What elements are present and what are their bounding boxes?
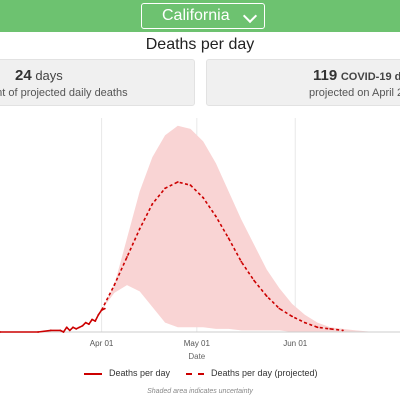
legend-item-projected[interactable]: Deaths per day (projected) bbox=[186, 368, 318, 378]
data-point-1-1 bbox=[113, 284, 116, 286]
data-point-0-12 bbox=[88, 323, 90, 326]
x-axis-title: Date bbox=[188, 352, 205, 361]
peak-deaths-panel: 119 COVID-19 d projected on April 24 bbox=[206, 59, 400, 106]
legend-swatch-dashed bbox=[186, 372, 204, 375]
data-point-0-2 bbox=[49, 329, 52, 332]
data-point-0-1 bbox=[37, 331, 39, 333]
peak-days-value: 24 days bbox=[15, 67, 63, 84]
series-line-projected bbox=[100, 181, 343, 332]
data-point-1-9 bbox=[215, 215, 217, 218]
legend-label-projected: Deaths per day (projected) bbox=[211, 368, 318, 378]
data-point-0-15 bbox=[97, 313, 100, 316]
data-point-1-2 bbox=[126, 256, 128, 258]
peak-days-unit: days bbox=[35, 68, 63, 83]
peak-deaths-caption: projected on April 24 bbox=[309, 87, 400, 99]
peak-days-number: 24 bbox=[15, 67, 32, 84]
deaths-per-day-chart: Apr 01 May 01 Jun 01 Date bbox=[0, 118, 400, 361]
data-point-1-19 bbox=[342, 329, 344, 332]
data-point-0-8 bbox=[75, 328, 78, 330]
data-point-0-9 bbox=[78, 326, 81, 329]
legend-swatch-solid bbox=[84, 372, 102, 375]
peak-deaths-unit: COVID-19 d bbox=[340, 71, 400, 83]
x-tick-label-0: Apr 01 bbox=[90, 339, 114, 348]
peak-deaths-number: 119 bbox=[313, 67, 338, 84]
peak-days-panel: 24 days unt of projected daily deaths bbox=[0, 59, 195, 106]
state-dropdown[interactable]: California bbox=[141, 3, 265, 29]
data-point-1-4 bbox=[151, 203, 154, 205]
data-point-0-11 bbox=[84, 321, 87, 324]
data-point-0-5 bbox=[65, 326, 68, 329]
page-title: Deaths per day bbox=[145, 36, 255, 53]
uncertainty-band bbox=[101, 125, 375, 332]
data-point-1-7 bbox=[189, 184, 192, 187]
series-line-actual bbox=[0, 307, 106, 333]
top-bar: California bbox=[0, 0, 400, 32]
data-point-1-12 bbox=[253, 279, 255, 282]
data-point-0-3 bbox=[59, 329, 62, 332]
data-point-1-17 bbox=[316, 326, 319, 329]
chevron-down-icon bbox=[242, 8, 258, 24]
data-point-1-13 bbox=[265, 295, 268, 297]
data-point-0-14 bbox=[94, 320, 97, 322]
data-point-1-18 bbox=[329, 328, 332, 330]
data-point-1-3 bbox=[138, 228, 141, 230]
data-point-0-10 bbox=[81, 324, 84, 327]
data-point-1-15 bbox=[291, 315, 293, 318]
chart-legend: Deaths per day Deaths per day (projected… bbox=[0, 368, 400, 382]
peak-deaths-value: 119 COVID-19 d bbox=[313, 67, 400, 84]
x-tick-label-1: May 01 bbox=[184, 339, 211, 348]
data-point-0-13 bbox=[91, 318, 93, 321]
state-dropdown-label: California bbox=[162, 7, 230, 24]
data-point-1-6 bbox=[176, 181, 179, 183]
data-point-1-8 bbox=[202, 196, 205, 199]
data-point-0-0 bbox=[0, 331, 1, 333]
data-point-1-16 bbox=[303, 321, 306, 324]
data-point-1-11 bbox=[240, 260, 243, 263]
data-point-1-14 bbox=[278, 307, 281, 310]
data-point-1-5 bbox=[164, 187, 167, 190]
data-point-1-0 bbox=[100, 309, 103, 311]
x-tick-label-2: Jun 01 bbox=[283, 339, 308, 348]
peak-days-caption: unt of projected daily deaths bbox=[0, 87, 128, 99]
uncertainty-note: Shaded area indicates uncertainty bbox=[147, 388, 253, 395]
data-point-0-4 bbox=[62, 331, 65, 333]
data-point-0-6 bbox=[68, 329, 71, 332]
legend-item-actual[interactable]: Deaths per day bbox=[84, 368, 170, 378]
data-point-0-7 bbox=[72, 326, 74, 329]
data-point-1-10 bbox=[227, 237, 230, 240]
legend-label-actual: Deaths per day bbox=[109, 368, 171, 378]
data-point-0-17 bbox=[103, 307, 106, 310]
